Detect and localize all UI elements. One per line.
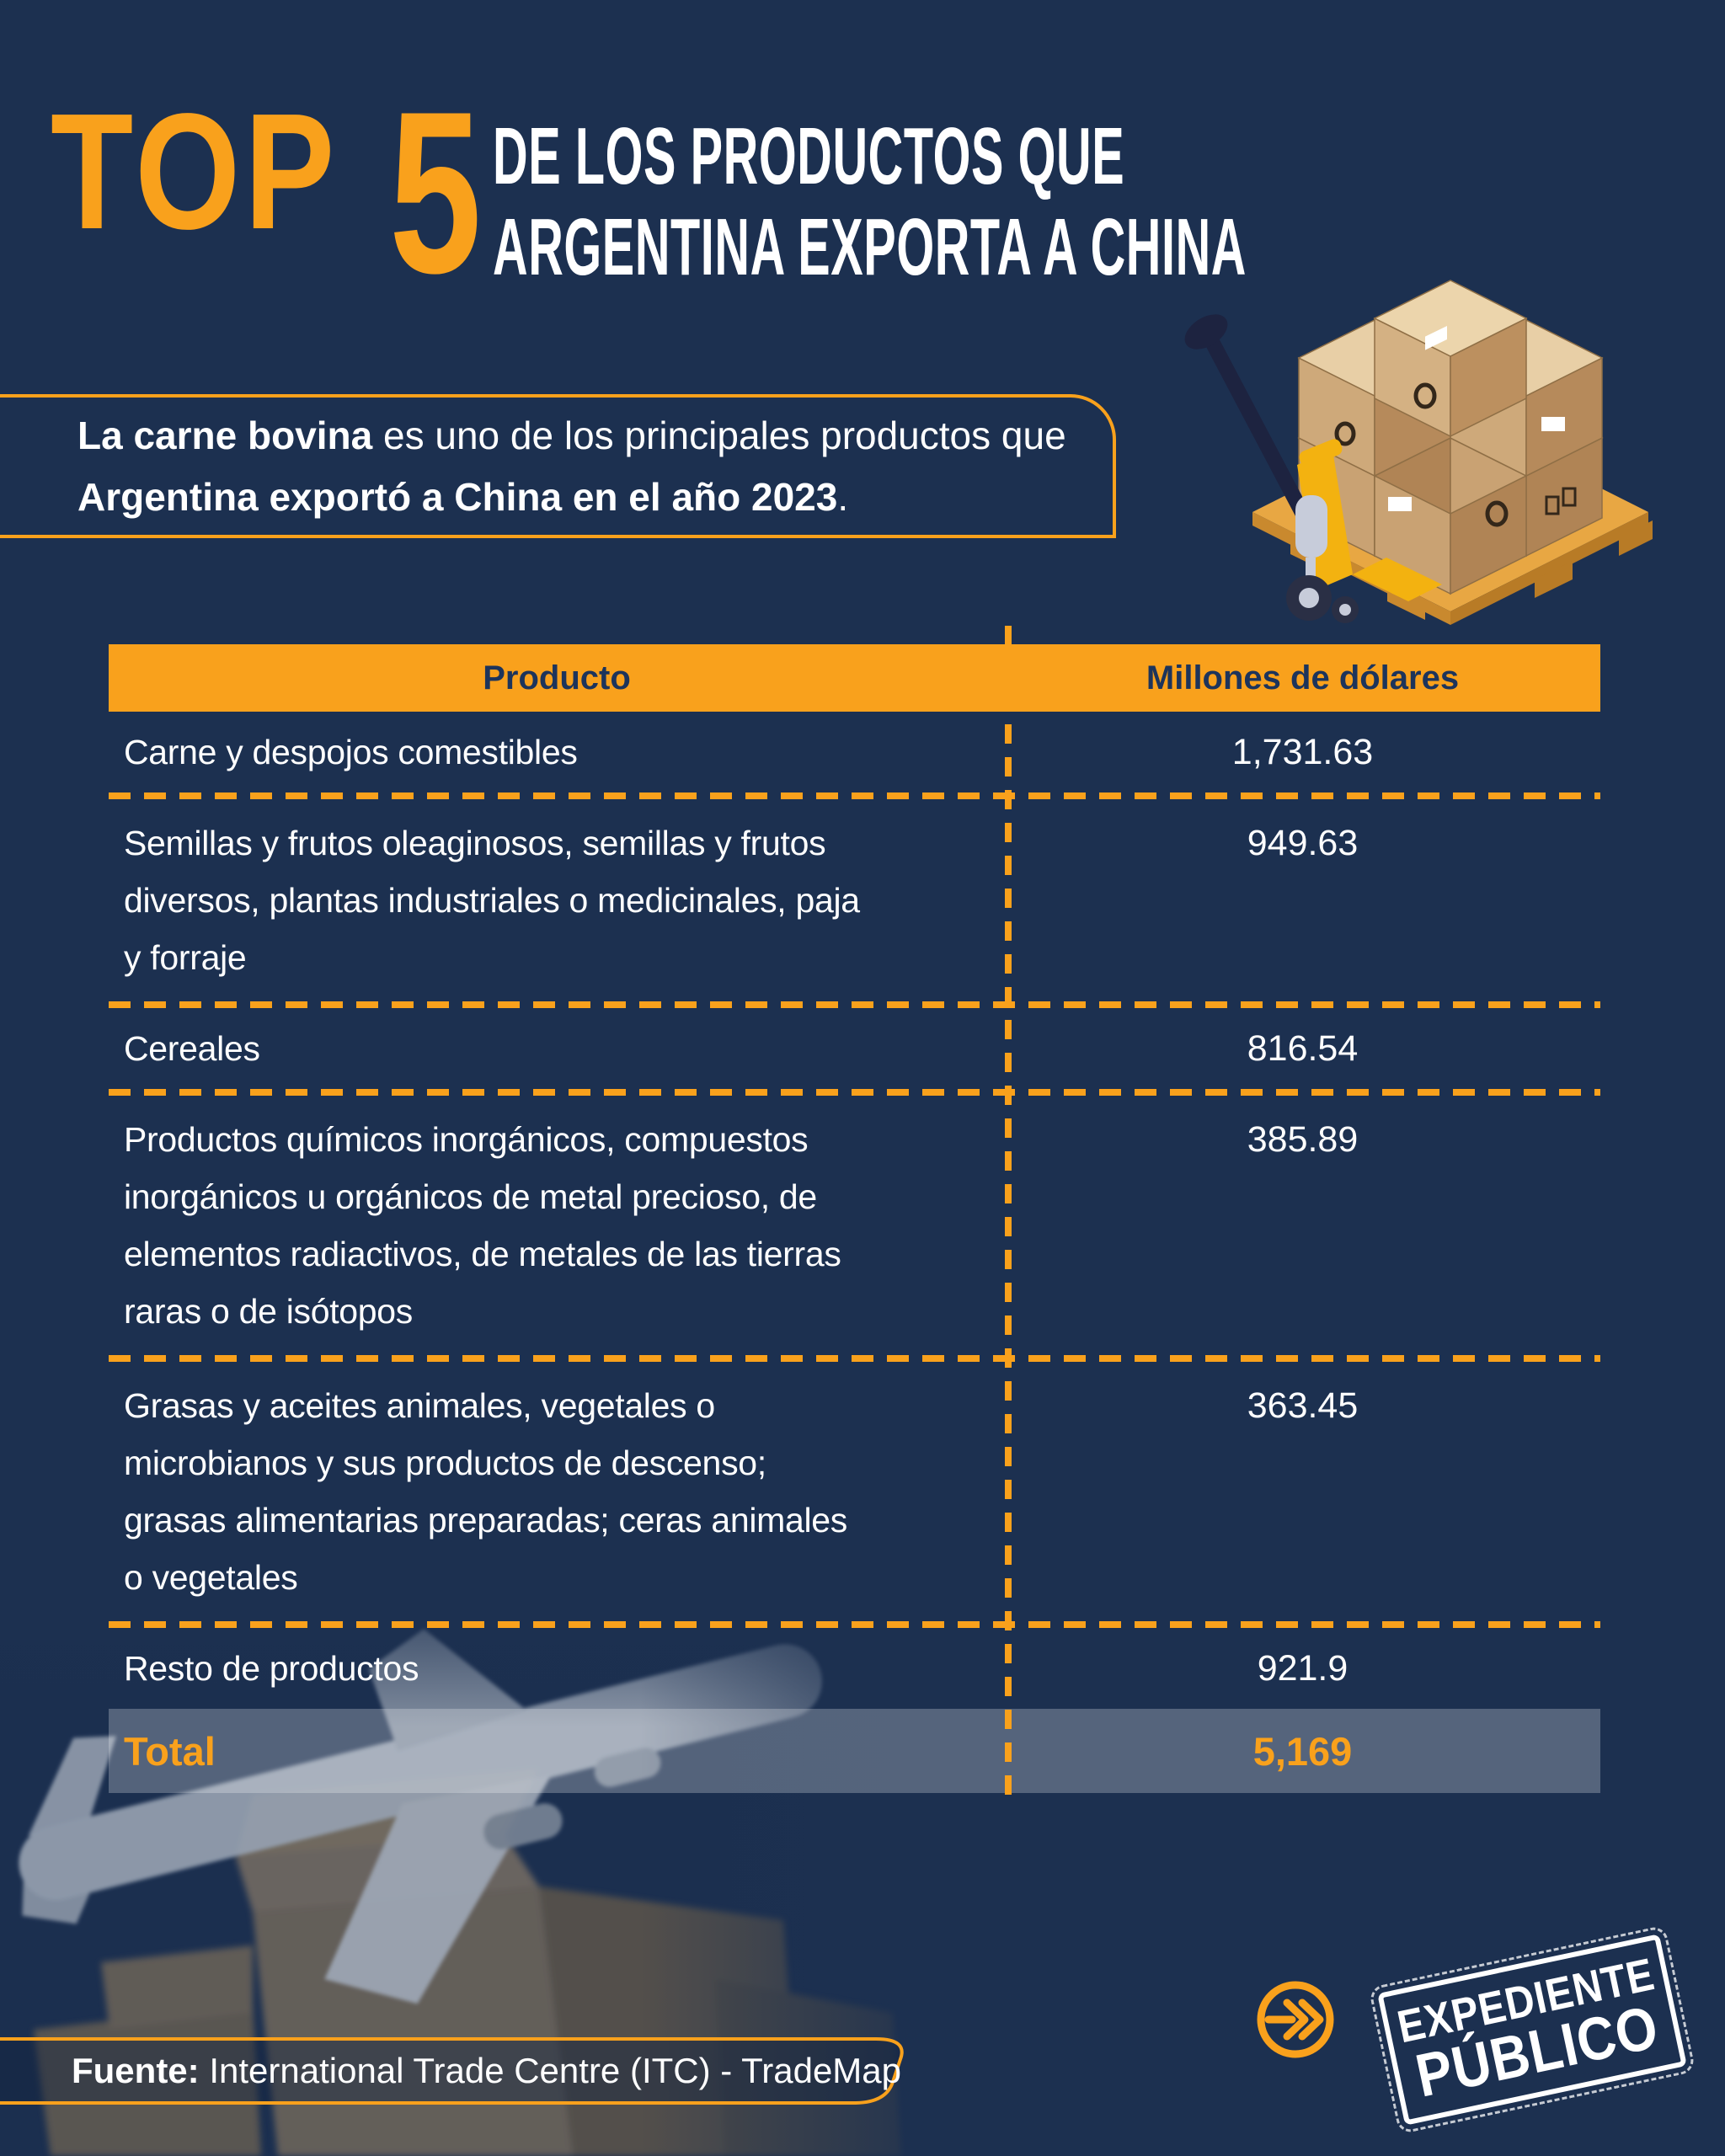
product-cell: Resto de productos — [109, 1628, 1005, 1709]
product-name: Carne y despojos comestibles — [124, 733, 578, 771]
product-name: Resto de productos — [124, 1649, 419, 1688]
product-value: 385.89 — [1247, 1119, 1359, 1160]
column-header-value: Millones de dólares — [1146, 659, 1460, 696]
arrow-circle-svg — [1257, 1981, 1334, 2058]
value-cell: 816.54 — [1005, 1008, 1600, 1089]
page-title-line1: DE LOS PRODUCTOS QUE — [493, 111, 1125, 201]
expediente-publico-stamp: EXPEDIENTE PÚBLICO — [1369, 1923, 1696, 2137]
product-cell: Semillas y frutos oleaginosos, semillas … — [109, 799, 1005, 1001]
product-value: 816.54 — [1247, 1028, 1359, 1069]
value-cell: 921.9 — [1005, 1628, 1600, 1709]
product-name: Semillas y frutos oleaginosos, semillas … — [124, 824, 860, 977]
dashed-row-separator — [109, 1089, 1600, 1096]
subtitle-box: La carne bovina es uno de los principale… — [0, 394, 1116, 538]
product-cell: Cereales — [109, 1008, 1005, 1089]
total-row: Total 5,169 — [109, 1709, 1600, 1793]
table-header: Producto Millones de dólares — [109, 644, 1600, 712]
exports-table: Producto Millones de dólares Carne y des… — [109, 644, 1600, 1793]
dashed-column-divider — [1005, 626, 1012, 1796]
product-name: Grasas y aceites animales, vegetales o m… — [124, 1386, 848, 1597]
product-cell: Carne y despojos comestibles — [109, 712, 1005, 792]
table-row: Semillas y frutos oleaginosos, semillas … — [109, 799, 1600, 1001]
source-value: International Trade Centre (ITC) - Trade… — [199, 2051, 902, 2090]
page-title: DE LOS PRODUCTOS QUE ARGENTINA EXPORTA A… — [493, 111, 1247, 293]
value-cell: 1,731.63 — [1005, 712, 1600, 792]
value-cell: 385.89 — [1005, 1096, 1600, 1355]
value-cell: 363.45 — [1005, 1362, 1600, 1621]
title-top-word: TOP — [51, 79, 339, 264]
background-photo-plane-boxes — [0, 1558, 977, 2156]
subtitle-text: La carne bovina es uno de los principale… — [0, 405, 1113, 528]
dashed-row-separator — [109, 1355, 1600, 1362]
dashed-row-separator — [109, 1001, 1600, 1008]
product-name: Productos químicos inorgánicos, compuest… — [124, 1120, 841, 1331]
total-label: Total — [124, 1728, 216, 1774]
pallet-jack-boxes-svg — [1184, 280, 1653, 625]
source-box-border — [0, 2037, 904, 2105]
product-cell: Grasas y aceites animales, vegetales o m… — [109, 1362, 1005, 1621]
dashed-row-separator — [109, 792, 1600, 799]
table-row: Carne y despojos comestibles 1,731.63 — [109, 712, 1600, 792]
column-header-product: Producto — [483, 659, 631, 696]
page-title-line2: ARGENTINA EXPORTA A CHINA — [493, 202, 1247, 292]
double-chevron-arrow-icon — [1253, 1977, 1338, 2062]
product-value: 949.63 — [1247, 823, 1359, 863]
subtitle-bold-2: Argentina exportó a China en el año 2023 — [77, 474, 838, 519]
table-row: Cereales 816.54 — [109, 1008, 1600, 1089]
table-row: Grasas y aceites animales, vegetales o m… — [109, 1362, 1600, 1621]
plane-boxes-illustration — [0, 1558, 977, 2156]
subtitle-bold-1: La carne bovina — [77, 413, 373, 457]
product-value: 363.45 — [1247, 1385, 1359, 1426]
source-box — [0, 2036, 943, 2105]
value-cell: 949.63 — [1005, 799, 1600, 1001]
subtitle-regular-1: es uno de los principales productos que — [372, 413, 1066, 457]
pallet-jack — [1184, 314, 1442, 623]
cardboard-box-stack — [1297, 280, 1604, 595]
product-value: 921.9 — [1257, 1648, 1348, 1689]
product-value: 1,731.63 — [1231, 732, 1374, 772]
total-value: 5,169 — [1252, 1728, 1353, 1774]
pallet-jack-boxes-icon — [1172, 244, 1688, 625]
subtitle-period: . — [837, 474, 849, 519]
title-top-number: 5 — [389, 64, 482, 322]
product-name: Cereales — [124, 1029, 260, 1068]
table-row: Resto de productos 921.9 — [109, 1628, 1600, 1709]
product-cell: Productos químicos inorgánicos, compuest… — [109, 1096, 1005, 1355]
dashed-row-separator — [109, 1621, 1600, 1628]
source-text: Fuente: International Trade Centre (ITC)… — [72, 2050, 901, 2092]
table-row: Productos químicos inorgánicos, compuest… — [109, 1096, 1600, 1355]
source-label: Fuente: — [72, 2051, 200, 2090]
